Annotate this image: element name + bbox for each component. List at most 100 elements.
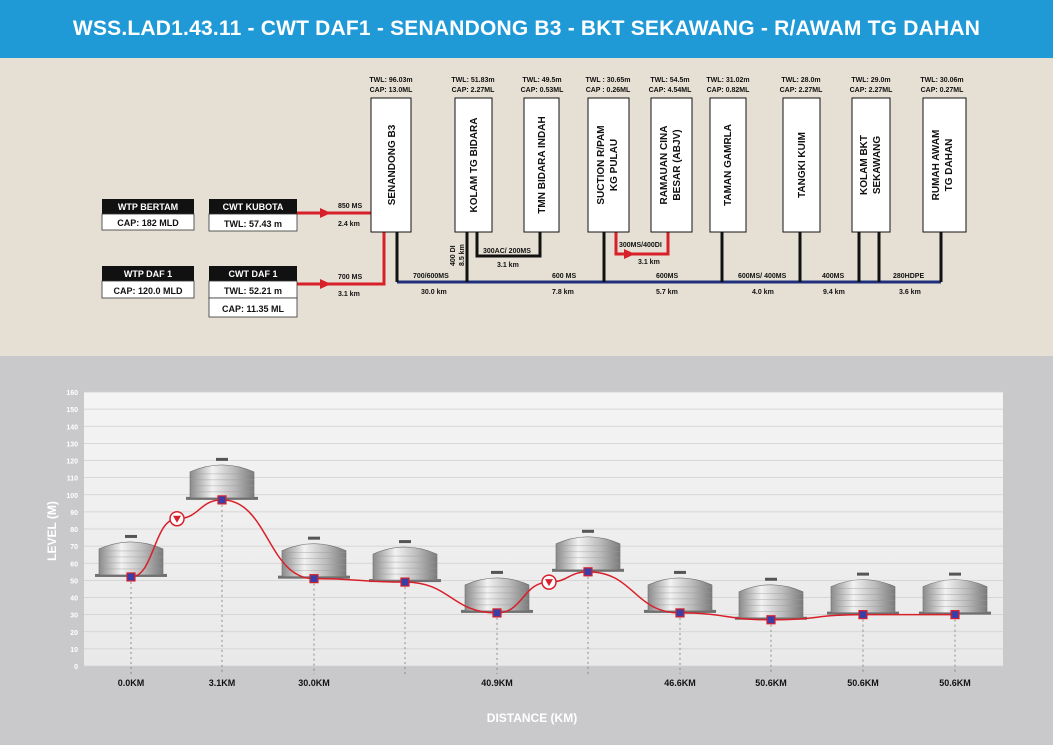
y-tick-label: 120 (66, 459, 78, 466)
reservoir-cap: CAP: 2.27ML (452, 87, 496, 94)
tank-vent (674, 570, 686, 574)
reservoir-cap: CAP : 0.26ML (586, 87, 631, 94)
y-tick-label: 160 (66, 390, 78, 397)
reservoir-suction: SUCTION R/PAM KG PULAU TWL : 30.65m CAP … (586, 77, 631, 233)
level-marker (400, 577, 410, 587)
reservoir-box (587, 97, 630, 233)
box-body (101, 213, 195, 231)
tank-body (98, 541, 164, 576)
pipe-length: 9.4 km (823, 289, 845, 296)
reservoir-cap: CAP: 2.27ML (780, 87, 824, 94)
x-tick-label: 50.6KM (847, 678, 879, 688)
branch-pipes (395, 232, 943, 282)
daf-arrow-icon (320, 279, 331, 289)
pipe-label: 600 MS (552, 273, 576, 280)
pipe-length: 4.0 km (752, 289, 774, 296)
level-marker (950, 610, 960, 620)
reservoir-twl: TWL: 49.5m (522, 77, 561, 84)
tank-vent (857, 572, 869, 576)
source-cap: CAP: 182 MLD (117, 218, 179, 228)
level-marker (858, 610, 868, 620)
reservoir-name-line2: KG PULAU (609, 139, 620, 191)
pipe-length: 5.7 km (656, 289, 678, 296)
daf-to-senandong-line (330, 232, 386, 286)
pipe-length: 7.8 km (552, 289, 574, 296)
cwt-kubota: CWT KUBOTA TWL: 57.43 m (208, 199, 298, 232)
cwt-twl: TWL: 52.21 m (224, 286, 282, 296)
kubota-arrow-icon (320, 208, 331, 218)
reservoir-twl: TWL: 28.0m (781, 77, 820, 84)
page-title: WSS.LAD1.43.11 - CWT DAF1 - SENANDONG B3… (72, 17, 981, 40)
tank-body (738, 584, 804, 619)
reservoir-cap: CAP: 13.0ML (370, 87, 414, 94)
reservoir-bidara-indah: TMN BIDARA INDAH TWL: 49.5m CAP: 0.53ML (521, 77, 565, 233)
reservoir-name-line2: BESAR (ABJV) (672, 129, 683, 200)
level-marker (309, 574, 319, 584)
cwt-name: CWT DAF 1 (229, 269, 278, 279)
pipe-label: 600MS (656, 273, 679, 280)
y-tick-label: 50 (70, 578, 78, 585)
reservoir-tg-bidara: KOLAM TG BIDARA TWL: 51.83m CAP: 2.27ML (451, 77, 496, 233)
tank-vent (765, 577, 777, 581)
reservoir-twl: TWL: 96.03m (369, 77, 412, 84)
reservoir-twl: TWL: 31.02m (706, 77, 749, 84)
pipe-label: 300AC/ 200MS (483, 248, 531, 255)
source-cap: CAP: 120.0 MLD (113, 286, 183, 296)
reservoir-twl: TWL: 29.0m (851, 77, 890, 84)
hydraulic-profile-chart: 1601501401301201101009080706050403020100… (45, 390, 1003, 725)
reservoir-cap: CAP: 0.53ML (521, 87, 565, 94)
level-markers (126, 495, 960, 625)
y-tick-label: 100 (66, 493, 78, 500)
pipe-label: 700/600MS (413, 273, 449, 280)
reservoir-box (922, 97, 967, 233)
reservoir-cap: CAP: 2.27ML (850, 87, 894, 94)
y-tick-label: 80 (70, 527, 78, 534)
x-tick-label: 50.6KM (939, 678, 971, 688)
reservoir-name-line2: TG DAHAN (944, 139, 955, 192)
x-tick-label: 3.1KM (209, 678, 236, 688)
cwt-daf1: CWT DAF 1 TWL: 52.21 m CAP: 11.35 ML (208, 266, 298, 318)
y-tick-label: 10 (70, 647, 78, 654)
network-schematic: WTP BERTAM CAP: 182 MLD WTP DAF 1 CAP: 1… (101, 77, 967, 318)
y-tick-label: 20 (70, 630, 78, 637)
tank-body (830, 579, 896, 613)
drop-lines (130, 499, 956, 674)
source-name: WTP DAF 1 (124, 269, 172, 279)
pipe-label: 700 MS (338, 274, 362, 281)
reservoir-twl: TWL: 51.83m (451, 77, 494, 84)
reservoir-box (650, 97, 693, 233)
tank-vent (308, 536, 320, 540)
box-body (101, 280, 195, 299)
reservoir-box (782, 97, 821, 233)
y-axis-title: LEVEL (M) (45, 501, 59, 561)
reservoir-kuim: TANGKI KUIM TWL: 28.0m CAP: 2.27ML (780, 77, 824, 233)
tank-body (922, 579, 988, 613)
tank-body (647, 577, 713, 612)
reservoir-box (523, 97, 560, 233)
y-tick-label: 70 (70, 544, 78, 551)
reservoir-ramauan: RAMAUAN CINA BESAR (ABJV) TWL: 54.5m CAP… (649, 77, 693, 233)
reservoir-twl: TWL: 30.06m (920, 77, 963, 84)
level-marker (126, 572, 136, 582)
reservoir-gamrla: TAMAN GAMRLA TWL: 31.02m CAP: 0.82ML (706, 77, 750, 233)
tank-body (464, 577, 530, 612)
reservoir-name: TAMAN GAMRLA (723, 124, 734, 206)
tank-vent (399, 540, 411, 544)
tank-vent (582, 529, 594, 533)
tank-body (189, 464, 255, 499)
tank-vent (125, 534, 137, 538)
tank-vent (491, 570, 503, 574)
x-axis-title: DISTANCE (KM) (487, 711, 577, 725)
pipe-length: 30.0 km (421, 289, 447, 296)
tanks (95, 457, 991, 620)
y-tick-label: 40 (70, 596, 78, 603)
reservoir-box (454, 97, 493, 233)
x-tick-label: 50.6KM (755, 678, 787, 688)
reservoir-name-line1: SUCTION R/PAM (596, 125, 607, 204)
reservoir-name: SENANDONG B3 (387, 124, 398, 205)
y-tick-label: 150 (66, 407, 78, 414)
pipe-labels: 850 MS 2.4 km 700 MS 3.1 km 700/600MS 30… (338, 203, 924, 298)
ramauan-branch-line-b (648, 232, 670, 256)
level-marker (766, 615, 776, 625)
